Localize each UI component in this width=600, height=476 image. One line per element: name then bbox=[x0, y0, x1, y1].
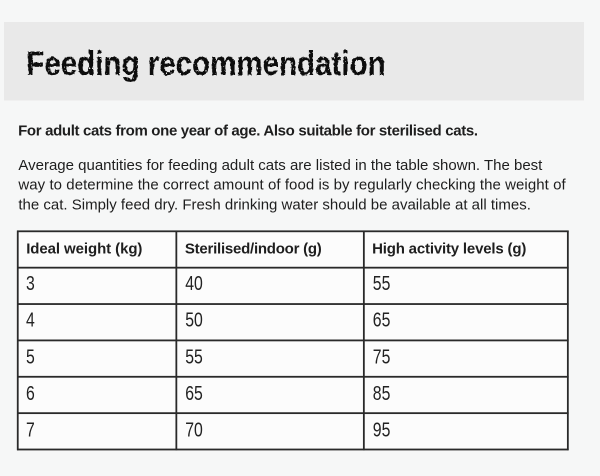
svg-text:High activity levels (g): High activity levels (g) bbox=[372, 241, 526, 258]
svg-text:6: 6 bbox=[26, 382, 35, 404]
svg-text:Feeding recommendation: Feeding recommendation bbox=[26, 44, 385, 83]
svg-text:7: 7 bbox=[26, 419, 35, 441]
svg-text:65: 65 bbox=[373, 309, 391, 331]
svg-text:5: 5 bbox=[26, 346, 35, 368]
svg-text:40: 40 bbox=[185, 272, 203, 294]
svg-text:Sterilised/indoor (g): Sterilised/indoor (g) bbox=[185, 241, 322, 258]
svg-text:50: 50 bbox=[185, 309, 203, 331]
svg-text:Ideal weight (kg): Ideal weight (kg) bbox=[26, 241, 142, 258]
svg-text:65: 65 bbox=[185, 382, 203, 404]
svg-text:Average quantities for feeding: Average quantities for feeding adult cat… bbox=[18, 157, 543, 174]
svg-text:the cat. Simply feed dry. Fres: the cat. Simply feed dry. Fresh drinking… bbox=[18, 197, 530, 214]
svg-text:75: 75 bbox=[373, 346, 391, 368]
svg-text:85: 85 bbox=[373, 382, 391, 404]
svg-text:55: 55 bbox=[185, 346, 203, 368]
svg-text:70: 70 bbox=[185, 419, 203, 441]
svg-text:95: 95 bbox=[373, 419, 391, 441]
svg-text:way to determine the correct a: way to determine the correct amount of f… bbox=[17, 177, 566, 194]
svg-text:55: 55 bbox=[373, 272, 391, 294]
svg-text:4: 4 bbox=[26, 309, 35, 331]
svg-text:3: 3 bbox=[26, 272, 35, 294]
svg-text:For adult cats from one year o: For adult cats from one year of age. Als… bbox=[18, 122, 478, 139]
